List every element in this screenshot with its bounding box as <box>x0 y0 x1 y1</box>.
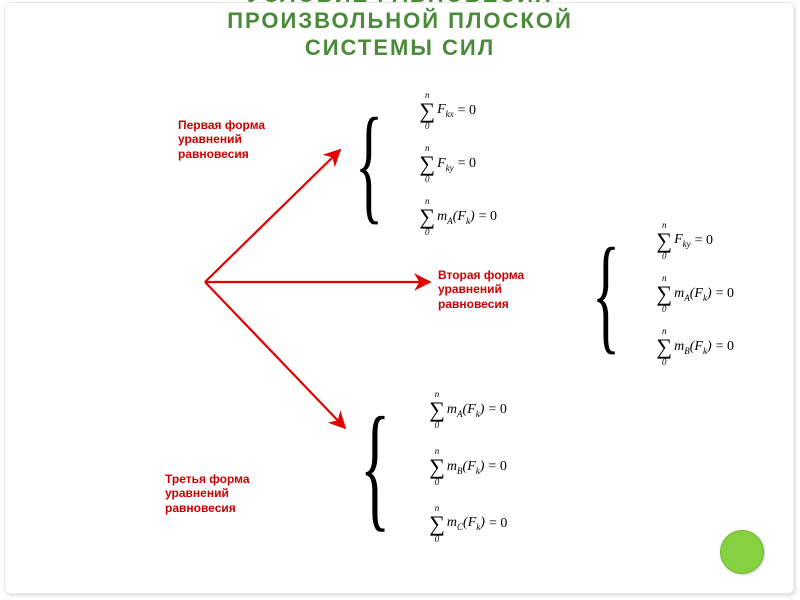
label-line: равновесия <box>438 297 509 311</box>
brace-icon: { <box>355 84 383 244</box>
sigma-icon: n∑0 <box>429 390 445 430</box>
eq-rhs: = 0 <box>458 156 476 172</box>
eq-row: n∑0Fky = 0 <box>656 221 734 261</box>
eq-term: Fkx <box>437 102 454 119</box>
brace-icon: { <box>360 382 390 552</box>
eq-rhs: = 0 <box>479 209 497 225</box>
label-first-form: Первая формауравненийравновесия <box>178 118 265 161</box>
sigma-icon: n∑0 <box>419 197 435 237</box>
nav-dot-icon <box>720 530 764 574</box>
eq-row: n∑0mA(Fk) = 0 <box>429 390 507 430</box>
sum-lower: 0 <box>662 358 667 367</box>
eq-row: n∑0mC(Fk) = 0 <box>429 504 507 544</box>
eq-rhs: = 0 <box>716 339 734 355</box>
label-line: Третья форма <box>165 472 250 486</box>
eq-term: Fky <box>674 232 691 249</box>
eq-term: mB(Fk) <box>674 339 712 356</box>
arrow <box>205 150 340 282</box>
page-title: УСЛОВИЕ РАВНОВЕСИЯПРОИЗВОЛЬНОЙ ПЛОСКОЙСИ… <box>0 0 800 61</box>
sigma-icon: n∑0 <box>656 274 672 314</box>
equations-first-form: {n∑0Fkx = 0n∑0Fky = 0n∑0mA(Fk) = 0 <box>355 84 497 244</box>
arrow <box>205 282 345 428</box>
sigma-icon: n∑0 <box>419 144 435 184</box>
sigma-icon: n∑0 <box>429 447 445 487</box>
eq-rhs: = 0 <box>458 103 476 119</box>
label-line: равновесия <box>178 147 249 161</box>
label-third-form: Третья формауравненийравновесия <box>165 472 250 515</box>
eq-rhs: = 0 <box>488 402 506 418</box>
eq-rows: n∑0mA(Fk) = 0n∑0mB(Fk) = 0n∑0mC(Fk) = 0 <box>429 382 507 552</box>
sum-lower: 0 <box>425 228 430 237</box>
sum-lower: 0 <box>435 478 440 487</box>
eq-rhs: = 0 <box>488 459 506 475</box>
eq-term: Fky <box>437 156 454 173</box>
eq-term: mA(Fk) <box>437 209 475 226</box>
eq-rhs: = 0 <box>695 233 713 249</box>
label-line: Первая форма <box>178 118 265 132</box>
eq-term: mB(Fk) <box>447 459 485 476</box>
eq-term: mC(Fk) <box>447 515 485 532</box>
sum-lower: 0 <box>425 122 430 131</box>
eq-rows: n∑0Fkx = 0n∑0Fky = 0n∑0mA(Fk) = 0 <box>419 84 497 244</box>
sum-lower: 0 <box>425 175 430 184</box>
label-second-form: Вторая формауравненийравновесия <box>438 268 524 311</box>
sum-lower: 0 <box>435 421 440 430</box>
eq-row: n∑0mA(Fk) = 0 <box>419 197 497 237</box>
eq-term: mA(Fk) <box>674 286 712 303</box>
sum-lower: 0 <box>435 535 440 544</box>
sigma-icon: n∑0 <box>656 327 672 367</box>
title-line: ПРОИЗВОЛЬНОЙ ПЛОСКОЙ <box>227 8 573 33</box>
sigma-icon: n∑0 <box>429 504 445 544</box>
eq-row: n∑0mA(Fk) = 0 <box>656 274 734 314</box>
sum-lower: 0 <box>662 252 667 261</box>
label-line: равновесия <box>165 501 236 515</box>
sigma-icon: n∑0 <box>656 221 672 261</box>
eq-row: n∑0Fky = 0 <box>419 144 497 184</box>
equations-second-form: {n∑0Fky = 0n∑0mA(Fk) = 0n∑0mB(Fk) = 0 <box>592 214 734 374</box>
sigma-icon: n∑0 <box>419 91 435 131</box>
label-line: уравнений <box>178 132 242 146</box>
label-line: уравнений <box>438 282 502 296</box>
eq-row: n∑0mB(Fk) = 0 <box>656 327 734 367</box>
eq-row: n∑0mB(Fk) = 0 <box>429 447 507 487</box>
eq-term: mA(Fk) <box>447 402 485 419</box>
eq-rhs: = 0 <box>489 516 507 532</box>
eq-rhs: = 0 <box>716 286 734 302</box>
equations-third-form: {n∑0mA(Fk) = 0n∑0mB(Fk) = 0n∑0mC(Fk) = 0 <box>360 382 507 552</box>
title-line: СИСТЕМЫ СИЛ <box>305 35 495 60</box>
label-line: Вторая форма <box>438 268 524 282</box>
title-line: УСЛОВИЕ РАВНОВЕСИЯ <box>247 0 553 7</box>
brace-icon: { <box>592 214 620 374</box>
eq-row: n∑0Fkx = 0 <box>419 91 497 131</box>
eq-rows: n∑0Fky = 0n∑0mA(Fk) = 0n∑0mB(Fk) = 0 <box>656 214 734 374</box>
sum-lower: 0 <box>662 305 667 314</box>
label-line: уравнений <box>165 486 229 500</box>
